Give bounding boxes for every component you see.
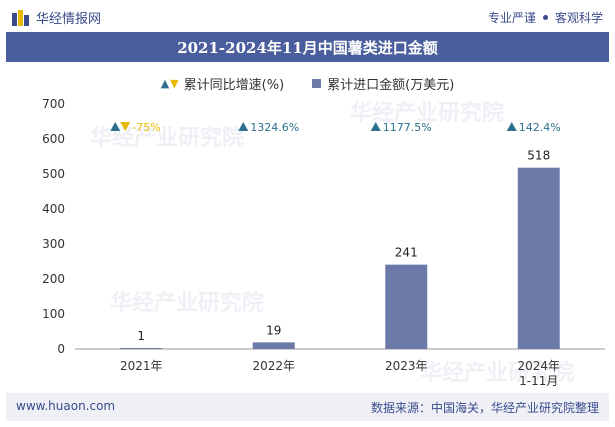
x-tick-label: 2023年 (385, 359, 428, 373)
growth-up-triangle-icon (506, 122, 517, 131)
x-tick-label: 1-11月 (519, 374, 558, 388)
legend-bar-label: 累计进口金额(万美元) (327, 78, 455, 93)
bar-value-label: 1 (137, 329, 145, 343)
chart-legend: ▲ ▼ 累计同比增速(%) 累计进口金额(万美元) (0, 74, 615, 93)
y-tick-label: 700 (42, 97, 65, 111)
growth-label: 142.4% (519, 121, 561, 134)
bar-value-label: 241 (395, 246, 418, 260)
growth-label: 1177.5% (383, 121, 432, 134)
growth-up-triangle-icon (110, 122, 121, 131)
legend-item-growth: ▲ ▼ 累计同比增速(%) (161, 74, 284, 93)
y-tick-label: 300 (42, 237, 65, 251)
x-tick-label: 2024年 (517, 359, 560, 373)
growth-label: -75% (132, 121, 160, 134)
brand-logo-icon (12, 9, 30, 26)
footer: www.huaon.com 数据来源：中国海关，华经产业研究院整理 (6, 393, 609, 421)
bar (252, 342, 295, 349)
chart-title: 2021-2024年11月中国薯类进口金额 (177, 38, 438, 57)
growth-down-triangle-icon (120, 122, 131, 131)
bar-value-label: 518 (527, 149, 550, 163)
slogan-right: 客观科学 (554, 11, 603, 25)
bar (120, 348, 163, 349)
x-tick-label: 2021年 (120, 359, 163, 373)
y-tick-label: 200 (42, 272, 65, 286)
growth-up-triangle-icon (370, 122, 381, 131)
slogan: 专业严谨 客观科学 (488, 9, 603, 26)
y-tick-label: 400 (42, 202, 65, 216)
growth-up-triangle-icon (238, 122, 249, 131)
brand-name: 华经情报网 (36, 12, 102, 27)
bar (517, 167, 560, 349)
top-bar: 华经情报网 专业严谨 客观科学 (0, 0, 615, 32)
legend-up-triangle-icon: ▲ (160, 77, 170, 90)
legend-bar-swatch (312, 79, 322, 88)
y-tick-label: 500 (42, 167, 65, 181)
footer-source: 数据来源：中国海关，华经产业研究院整理 (370, 401, 599, 415)
footer-website-link[interactable]: www.huaon.com (16, 399, 116, 413)
slogan-left: 专业严谨 (487, 11, 536, 25)
x-tick-label: 2022年 (252, 359, 295, 373)
legend-growth-label: 累计同比增速(%) (183, 78, 285, 93)
bar (385, 264, 428, 349)
slogan-dot-icon (542, 15, 548, 20)
legend-down-triangle-icon: ▼ (170, 77, 179, 90)
brand[interactable]: 华经情报网 (12, 8, 101, 27)
y-tick-label: 600 (42, 132, 65, 146)
legend-item-bar: 累计进口金额(万美元) (312, 74, 454, 93)
bar-value-label: 19 (266, 323, 281, 337)
chart-title-bar: 2021-2024年11月中国薯类进口金额 (6, 32, 609, 62)
y-tick-label: 0 (57, 342, 65, 356)
growth-label: 1324.6% (250, 121, 299, 134)
y-tick-label: 100 (42, 307, 65, 321)
